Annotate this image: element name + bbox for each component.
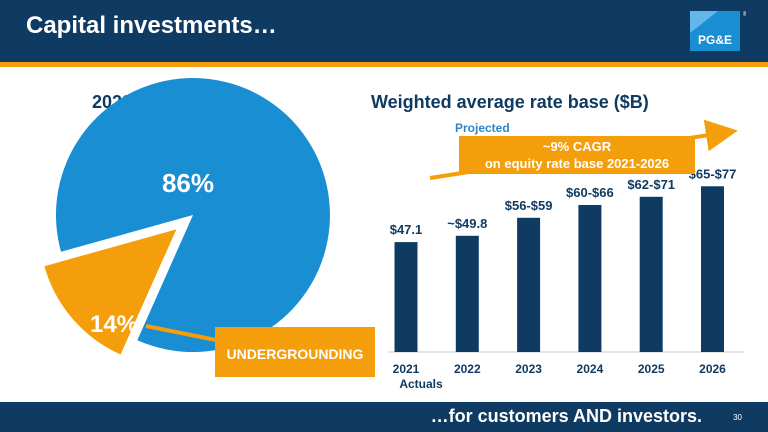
logo-text: PG&E — [698, 33, 732, 47]
bar-data-label-2026: $65-$77 — [689, 166, 737, 181]
bar-2023 — [517, 217, 541, 352]
bar-2026 — [701, 186, 724, 352]
bar-data-label-2021: $47.1 — [390, 222, 423, 237]
undergrounding-callout-box — [215, 327, 375, 377]
callout-connector — [145, 324, 217, 342]
bar-data-labels: $47.1 ~$49.8 $56-$59 $60-$66 $62-$71 $65-$77 — [390, 166, 737, 237]
x-tick-2022: 2022 — [454, 362, 481, 376]
pie-slice-14 — [44, 229, 177, 355]
x-tick-2023: 2023 — [515, 362, 542, 376]
bar-2024 — [578, 205, 602, 352]
pge-logo: PG&E ® — [690, 11, 746, 51]
bar-data-label-2024: $60-$66 — [566, 185, 614, 200]
cagr-banner-line2: on equity rate base 2021-2026 — [485, 156, 669, 171]
footer-bar: …for customers AND investors. 30 — [0, 402, 768, 432]
cagr-banner-line1: ~9% CAGR — [543, 139, 612, 154]
x-tick-2024: 2024 — [577, 362, 604, 376]
bar-2021 — [394, 242, 418, 352]
logo-highlight — [690, 11, 718, 33]
title-bar: Capital investments… PG&E ® — [0, 0, 768, 62]
slide-title: Capital investments… — [26, 12, 277, 39]
bar-data-label-2022: ~$49.8 — [447, 216, 487, 231]
page-number: 30 — [733, 413, 742, 422]
x-axis-tick-labels: 2021 2022 2023 2024 2025 2026 — [393, 362, 727, 376]
pie-label-86: 86% — [162, 168, 214, 198]
bar-series — [394, 186, 724, 352]
x-tick-2021: 2021 — [393, 362, 420, 376]
logo-registered-mark: ® — [743, 11, 746, 18]
cagr-banner — [459, 136, 695, 174]
bar-2025 — [639, 196, 663, 352]
pie-label-14: 14% — [90, 311, 138, 338]
x-tick-2025: 2025 — [638, 362, 665, 376]
bar-data-label-2023: $56-$59 — [505, 198, 553, 213]
bar-chart-title: Weighted average rate base ($B) — [371, 92, 649, 112]
bar-chart: $47.1 ~$49.8$56-$59$60-$66$62-$71$65-$77 … — [388, 166, 744, 391]
x-tick-2026: 2026 — [699, 362, 726, 376]
bar-data-label-2025: $62-$71 — [627, 177, 675, 192]
bar-2022 — [455, 235, 479, 352]
pie-chart: UNDERGROUNDING 86% 14% — [44, 78, 375, 377]
header-accent-rule — [0, 62, 768, 67]
pie-slice-86 — [55, 78, 330, 353]
undergrounding-callout-label: UNDERGROUNDING — [227, 346, 364, 362]
actuals-label: Actuals — [399, 377, 443, 391]
footer-tagline: …for customers AND investors. — [430, 406, 702, 426]
projected-label: Projected — [455, 121, 510, 135]
